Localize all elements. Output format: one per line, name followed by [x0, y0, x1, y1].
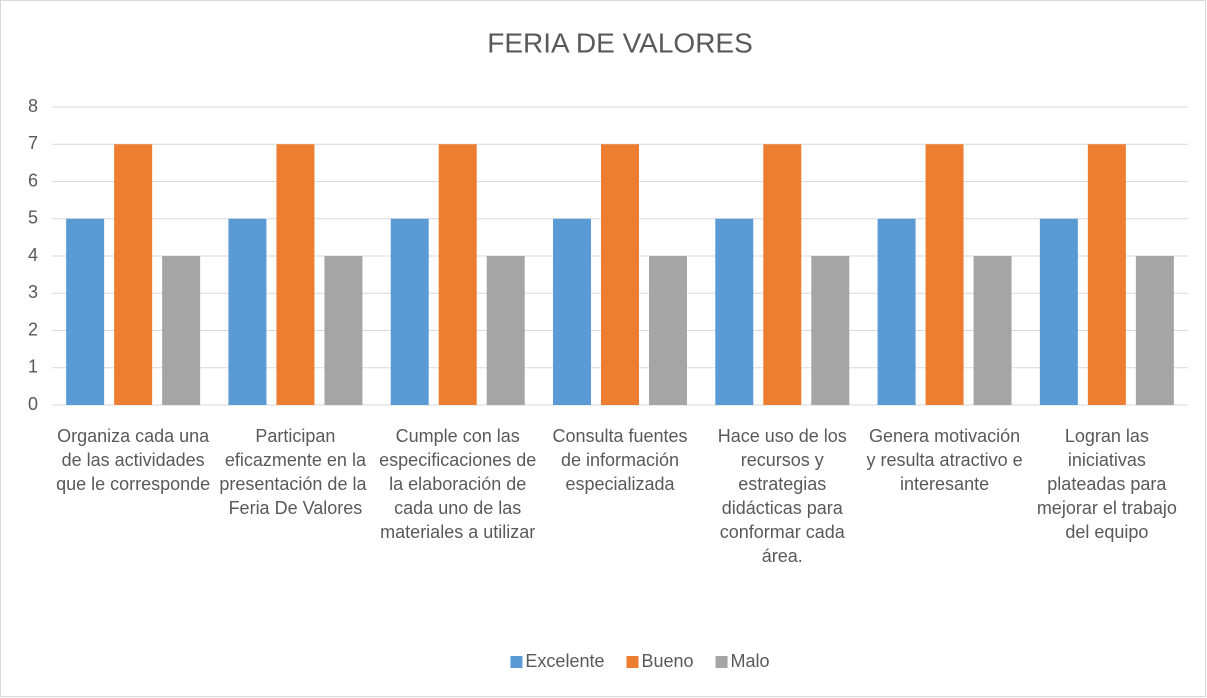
legend-label: Bueno [641, 651, 693, 671]
legend-label: Excelente [525, 651, 604, 671]
legend-swatch [510, 656, 523, 668]
bar [276, 144, 315, 405]
y-tick-label: 3 [28, 282, 38, 302]
bar [601, 144, 639, 405]
y-tick-label: 2 [28, 319, 38, 339]
x-tick-label: Organiza cada una de las actividades que l… [56, 426, 210, 494]
bar [925, 144, 964, 405]
x-tick-label: Hace uso de los recursos y estrategias didá… [718, 426, 847, 566]
bar [390, 218, 429, 405]
bar [438, 144, 477, 405]
x-tick-label: Participan eficazmente en la presentación … [219, 426, 371, 518]
bar [162, 256, 201, 405]
bar [1039, 218, 1078, 405]
x-tick-label: Consulta fuentes de información especializ… [552, 426, 687, 494]
legend-swatch [626, 656, 639, 668]
y-tick-label: 0 [28, 394, 38, 414]
bar [553, 218, 591, 405]
bar [715, 218, 754, 405]
y-tick-label: 1 [28, 357, 38, 377]
bar [1135, 256, 1174, 405]
y-tick-label: 6 [28, 170, 38, 190]
legend-label: Malo [731, 651, 770, 671]
bar [763, 144, 802, 405]
bar [114, 144, 153, 405]
y-tick-label: 8 [28, 96, 38, 116]
bar [486, 256, 525, 405]
chart-title: FERIA DE VALORES [487, 27, 753, 58]
x-tick-label: Cumple con las especificaciones de la elab… [379, 426, 536, 542]
legend-swatch [715, 656, 728, 668]
x-tick-label: Logran las iniciativas plateadas para mejor… [1037, 426, 1177, 542]
x-tick-label: Genera motivación y resulta atractivo e in… [867, 426, 1023, 494]
bar [66, 218, 105, 405]
bar [649, 256, 687, 405]
bar [973, 256, 1012, 405]
y-tick-label: 5 [28, 208, 38, 228]
bar [228, 218, 267, 405]
bar [877, 218, 916, 405]
bar [1087, 144, 1126, 405]
bar [811, 256, 850, 405]
y-tick-label: 7 [28, 133, 38, 153]
y-tick-label: 4 [28, 245, 38, 265]
bar [324, 256, 363, 405]
